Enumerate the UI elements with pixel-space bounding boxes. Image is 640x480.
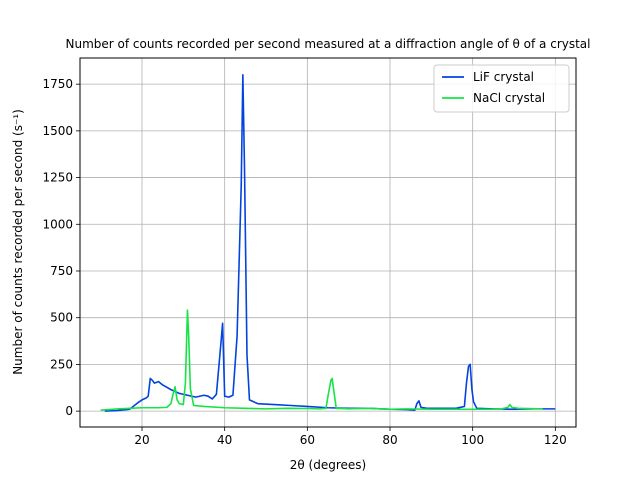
chart-title: Number of counts recorded per second mea… (65, 37, 590, 51)
y-tick-label: 750 (50, 264, 73, 278)
y-axis-label: Number of counts recorded per second (s⁻… (11, 109, 25, 375)
series-line-nacl (100, 309, 543, 411)
legend: LiF crystal NaCl crystal (433, 64, 570, 113)
series-line-lif (104, 74, 556, 412)
legend-box (433, 64, 570, 113)
plot-frame (79, 57, 577, 428)
series-layer (100, 74, 556, 412)
x-axis: 20 40 60 80 100 120 (134, 427, 567, 447)
y-tick-label: 250 (50, 357, 73, 371)
y-tick-label: 0 (65, 404, 73, 418)
legend-entry: LiF crystal (473, 70, 534, 84)
grid (80, 58, 576, 427)
legend-entry: NaCl crystal (473, 91, 545, 105)
x-tick-label: 120 (544, 433, 567, 447)
x-tick-label: 60 (300, 433, 315, 447)
y-tick-label: 1500 (42, 124, 73, 138)
y-tick-label: 500 (50, 311, 73, 325)
x-tick-label: 40 (217, 433, 232, 447)
x-tick-label: 20 (134, 433, 149, 447)
y-tick-label: 1750 (42, 77, 73, 91)
x-tick-label: 80 (382, 433, 397, 447)
x-tick-label: 100 (461, 433, 484, 447)
y-axis: 0 250 500 750 1000 1250 1500 1750 (42, 77, 80, 418)
y-tick-label: 1250 (42, 171, 73, 185)
x-axis-label: 2θ (degrees) (290, 458, 366, 472)
y-tick-label: 1000 (42, 217, 73, 231)
